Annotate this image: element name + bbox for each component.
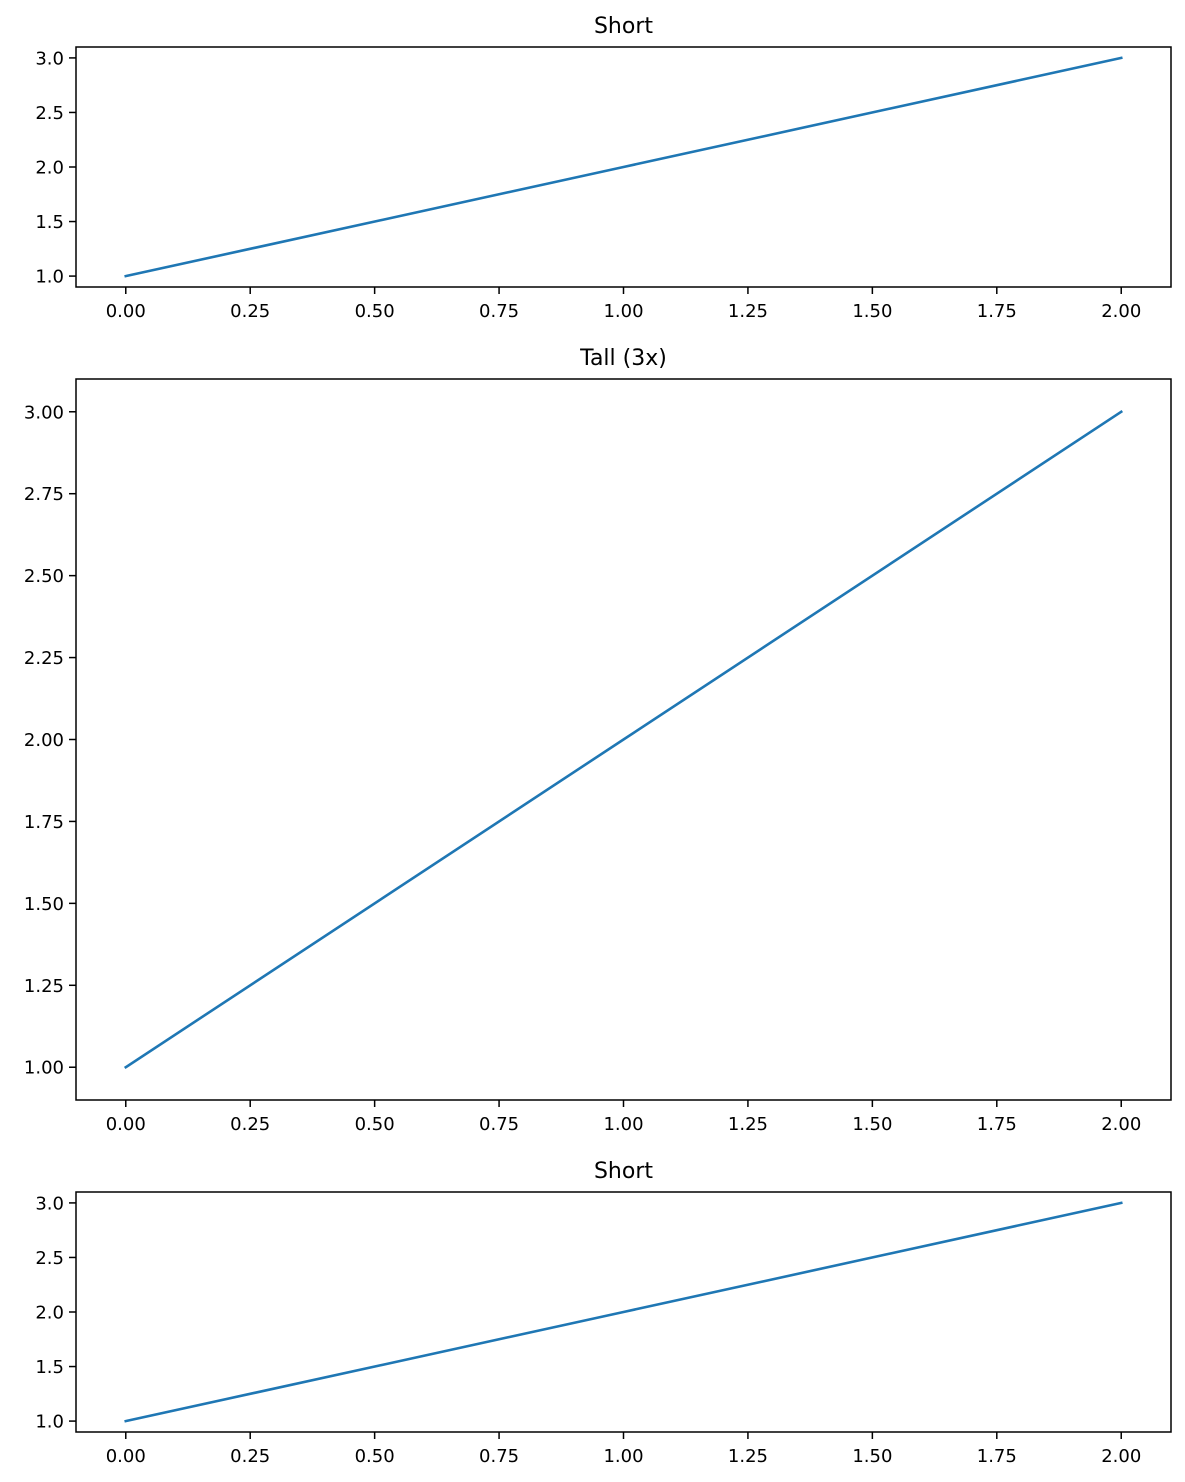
- x-tick-label: 2.00: [1101, 1114, 1141, 1135]
- subplot-title: Short: [594, 14, 653, 39]
- x-tick-label: 0.00: [106, 1114, 146, 1135]
- y-tick-label: 2.0: [35, 158, 64, 179]
- y-tick-label: 1.5: [35, 1357, 64, 1378]
- x-tick-label: 0.50: [355, 1114, 395, 1135]
- subplot-3: Short 0.00 0.25 0.50 0.75 1.00 1.25 1.50 1.75 2.0…: [35, 1159, 1172, 1467]
- x-tick-label: 1.50: [852, 1114, 892, 1135]
- x-tick-label: 1.50: [852, 1446, 892, 1467]
- x-tick-label: 2.00: [1101, 1446, 1141, 1467]
- y-tick-label: 2.25: [24, 648, 64, 669]
- subplot-1: Short 0.00 0.25 0.50 0.75 1.00 1.25 1.50 1.75 2.0…: [35, 14, 1172, 322]
- x-tick-label: 0.25: [230, 1114, 270, 1135]
- x-tick-label: 0.25: [230, 1446, 270, 1467]
- y-tick-label: 1.25: [24, 976, 64, 997]
- x-tick-label: 1.25: [728, 1446, 768, 1467]
- x-tick-label: 1.75: [977, 1446, 1017, 1467]
- y-tick-label: 1.5: [35, 212, 64, 233]
- x-tick-label: 1.25: [728, 1114, 768, 1135]
- x-tick-label: 0.50: [355, 1446, 395, 1467]
- x-tick-label: 1.00: [603, 1446, 643, 1467]
- x-tick-label: 1.50: [852, 301, 892, 322]
- x-tick-label: 0.00: [106, 1446, 146, 1467]
- y-tick-label: 3.0: [35, 48, 64, 69]
- x-tick-label: 1.75: [977, 1114, 1017, 1135]
- subplot-title: Short: [594, 1159, 653, 1184]
- y-tick-label: 1.50: [24, 894, 64, 915]
- y-tick-label: 2.5: [35, 103, 64, 124]
- series-line: [124, 56, 1123, 278]
- y-tick-label: 2.5: [35, 1248, 64, 1269]
- y-tick-label: 1.0: [35, 1412, 64, 1433]
- series-line: [124, 1201, 1123, 1423]
- x-tick-label: 1.75: [977, 301, 1017, 322]
- x-tick-label: 0.75: [479, 1446, 519, 1467]
- y-tick-label: 1.00: [24, 1058, 64, 1079]
- x-tick-label: 2.00: [1101, 301, 1141, 322]
- y-tick-label: 3.00: [24, 402, 64, 423]
- subplot-2: Tall (3x) 0.00 0.25 0.50 0.75 1.00 1.25 1.50 1.7…: [24, 346, 1172, 1135]
- x-tick-label: 1.25: [728, 301, 768, 322]
- y-tick-label: 3.0: [35, 1193, 64, 1214]
- x-tick-label: 0.75: [479, 301, 519, 322]
- x-tick-label: 0.75: [479, 1114, 519, 1135]
- y-tick-label: 2.00: [24, 730, 64, 751]
- series-line: [123, 409, 1124, 1070]
- y-tick-label: 2.50: [24, 566, 64, 587]
- subplot-title: Tall (3x): [579, 346, 667, 371]
- y-tick-label: 2.0: [35, 1303, 64, 1324]
- x-tick-label: 0.00: [106, 301, 146, 322]
- y-tick-label: 1.75: [24, 812, 64, 833]
- x-tick-label: 1.00: [603, 1114, 643, 1135]
- x-tick-label: 0.50: [355, 301, 395, 322]
- x-tick-label: 0.25: [230, 301, 270, 322]
- y-tick-label: 2.75: [24, 484, 64, 505]
- x-tick-label: 1.00: [603, 301, 643, 322]
- y-tick-label: 1.0: [35, 267, 64, 288]
